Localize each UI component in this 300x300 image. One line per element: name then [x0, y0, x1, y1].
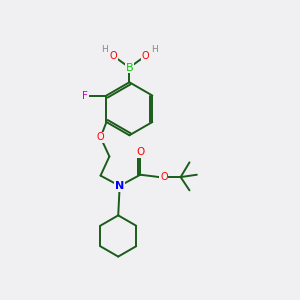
Text: O: O	[97, 132, 104, 142]
Text: B: B	[126, 63, 133, 73]
Text: N: N	[115, 181, 124, 191]
Text: O: O	[110, 51, 117, 61]
Text: O: O	[160, 172, 168, 182]
Text: O: O	[136, 147, 144, 158]
Text: H: H	[151, 45, 158, 54]
Text: O: O	[142, 51, 149, 61]
Text: F: F	[82, 91, 88, 100]
Text: H: H	[101, 45, 108, 54]
